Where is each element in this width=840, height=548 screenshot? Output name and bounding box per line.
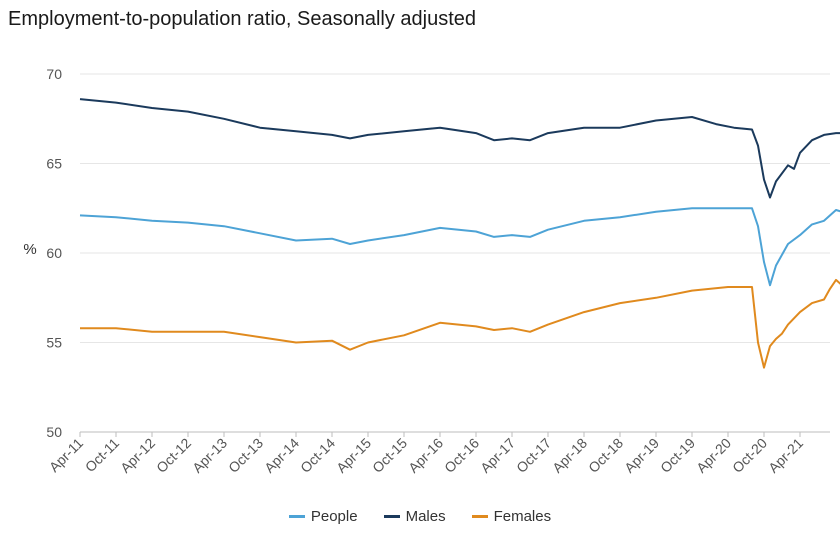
legend-label: People bbox=[310, 508, 358, 525]
x-tick-label: Apr-12 bbox=[117, 435, 158, 476]
series-line-females bbox=[80, 278, 840, 369]
y-tick-label: 55 bbox=[46, 335, 62, 351]
x-tick-label: Oct-20 bbox=[729, 435, 770, 476]
x-tick-label: Oct-12 bbox=[153, 435, 194, 476]
x-tick-label: Apr-18 bbox=[549, 435, 590, 476]
x-tick-label: Oct-18 bbox=[585, 435, 626, 476]
series-lines bbox=[79, 98, 840, 369]
legend-swatch bbox=[288, 515, 305, 518]
x-axis-ticks: Apr-11Oct-11Apr-12Oct-12Apr-13Oct-13Apr-… bbox=[46, 435, 806, 476]
x-tick-label: Apr-16 bbox=[405, 435, 446, 476]
y-axis-label: % bbox=[23, 241, 36, 258]
x-tick-label: Apr-11 bbox=[46, 435, 86, 475]
legend-label: Females bbox=[493, 508, 552, 525]
x-tick-label: Oct-16 bbox=[441, 435, 482, 476]
x-tick-label: Oct-15 bbox=[369, 435, 410, 476]
x-tick-label: Apr-19 bbox=[621, 435, 662, 476]
x-tick-label: Oct-14 bbox=[297, 435, 338, 476]
x-tick-label: Apr-20 bbox=[693, 435, 734, 476]
x-tick-label: Apr-14 bbox=[261, 435, 302, 476]
y-tick-label: 60 bbox=[46, 245, 62, 261]
x-tick-label: Oct-11 bbox=[82, 435, 122, 475]
legend-label: Males bbox=[405, 508, 446, 525]
chart-title: Employment-to-population ratio, Seasonal… bbox=[8, 8, 477, 30]
x-tick-label: Oct-13 bbox=[225, 435, 266, 476]
legend-swatch bbox=[471, 515, 488, 518]
x-tick-label: Apr-13 bbox=[189, 435, 230, 476]
series-line-males bbox=[79, 98, 840, 199]
legend-item-people[interactable]: People bbox=[288, 508, 358, 525]
legend-swatch bbox=[383, 515, 400, 518]
y-tick-label: 50 bbox=[46, 424, 62, 440]
x-tick-label: Apr-21 bbox=[765, 435, 806, 476]
x-tick-label: Apr-17 bbox=[477, 435, 518, 476]
x-tick-label: Oct-17 bbox=[513, 435, 554, 476]
gridlines bbox=[79, 73, 830, 437]
x-tick-label: Oct-19 bbox=[657, 435, 698, 476]
legend-item-males[interactable]: Males bbox=[383, 508, 446, 525]
x-tick-label: Apr-15 bbox=[333, 435, 374, 476]
y-axis-ticks: 70 65 60 55 50 bbox=[46, 66, 62, 440]
y-tick-label: 70 bbox=[46, 66, 62, 82]
legend: People Males Females bbox=[0, 508, 840, 525]
legend-item-females[interactable]: Females bbox=[471, 508, 552, 525]
series-line-people bbox=[79, 207, 840, 287]
y-tick-label: 65 bbox=[46, 156, 62, 172]
